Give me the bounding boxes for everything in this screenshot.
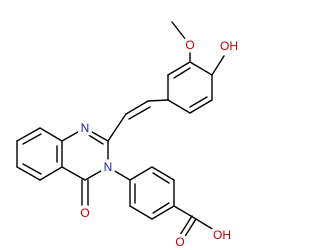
atom-label: N — [104, 160, 113, 174]
bonds — [16, 21, 225, 239]
atom-label: O — [175, 235, 184, 249]
molecule-diagram: O OH N N O O OH — [16, 21, 242, 250]
atom-label: OH — [220, 39, 238, 53]
atom-labels: O OH N N O O OH — [77, 35, 242, 250]
atom-label: OH — [213, 228, 231, 242]
atom-label: N — [81, 121, 90, 135]
atom-label: O — [80, 206, 89, 220]
atom-label: O — [185, 38, 194, 52]
